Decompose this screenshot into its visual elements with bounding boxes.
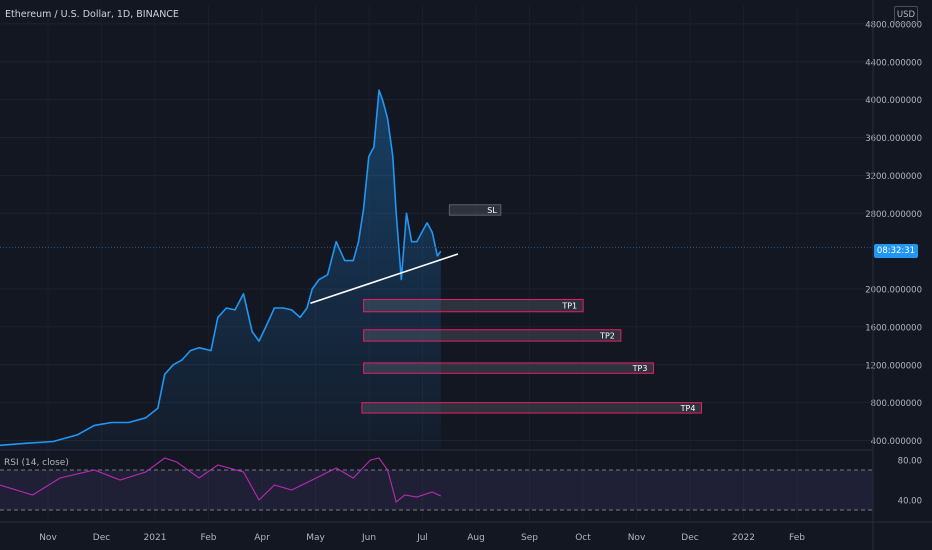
x-axis-tick-label: Jun [361, 533, 376, 543]
y-axis-tick-label: 1200.000000 [865, 361, 922, 371]
x-axis-tick-label: Dec [681, 533, 698, 543]
currency-button[interactable]: USD [894, 6, 918, 24]
x-axis-tick-label: 2021 [144, 533, 167, 543]
chart-title: Ethereum / U.S. Dollar, 1D, BINANCE [5, 9, 179, 20]
zone-label-sl: SL [487, 206, 497, 215]
zone-tp4 [361, 402, 702, 414]
x-axis-tick-label: Jul [416, 533, 428, 543]
x-axis-tick-label: Oct [575, 533, 591, 543]
x-axis-tick-label: Dec [93, 533, 110, 543]
price-area-fill [0, 90, 441, 450]
zone-tp1 [363, 298, 584, 313]
y-axis-tick-label: 4000.000000 [865, 96, 922, 106]
x-axis-tick-label: 2022 [732, 533, 755, 543]
x-axis-tick-label: Aug [467, 533, 485, 543]
y-axis-tick-label: 800.000000 [871, 399, 922, 409]
x-axis-tick-label: Apr [254, 533, 270, 543]
x-axis-tick-label: Sep [521, 533, 538, 543]
y-axis-tick-label: 4800.000000 [865, 20, 922, 30]
y-axis-tick-label: 3200.000000 [865, 172, 922, 182]
zone-label-tp3: TP3 [632, 364, 648, 373]
rsi-axis-tick-label: 80.00 [898, 457, 922, 467]
support-trendline [310, 253, 459, 305]
x-axis-tick-label: Feb [201, 533, 217, 543]
zone-label-tp2: TP2 [599, 331, 615, 340]
rsi-band-fill [0, 470, 873, 510]
price-series-line [0, 89, 442, 447]
current-price-time-badge: 08:32:31 [874, 244, 918, 258]
y-axis-tick-label: 400.000000 [871, 437, 922, 447]
x-axis-tick-label: Nov [39, 533, 57, 543]
zone-tp2 [363, 329, 622, 342]
y-axis-tick-label: 2800.000000 [865, 210, 922, 220]
x-axis-tick-label: Nov [628, 533, 646, 543]
y-axis-tick-label: 2000.000000 [865, 286, 922, 296]
zone-label-tp1: TP1 [561, 302, 577, 311]
rsi-line [0, 457, 442, 503]
x-axis-tick-label: May [306, 533, 325, 543]
zone-tp3 [363, 362, 654, 374]
zone-label-tp4: TP4 [680, 404, 696, 413]
zone-sl [448, 204, 502, 216]
rsi-indicator-label: RSI (14, close) [4, 458, 69, 468]
rsi-axis-tick-label: 40.00 [898, 497, 922, 507]
y-axis-tick-label: 3600.000000 [865, 134, 922, 144]
y-axis-tick-label: 1600.000000 [865, 323, 922, 333]
y-axis-tick-label: 4400.000000 [865, 58, 922, 68]
x-axis-tick-label: Feb [789, 533, 805, 543]
